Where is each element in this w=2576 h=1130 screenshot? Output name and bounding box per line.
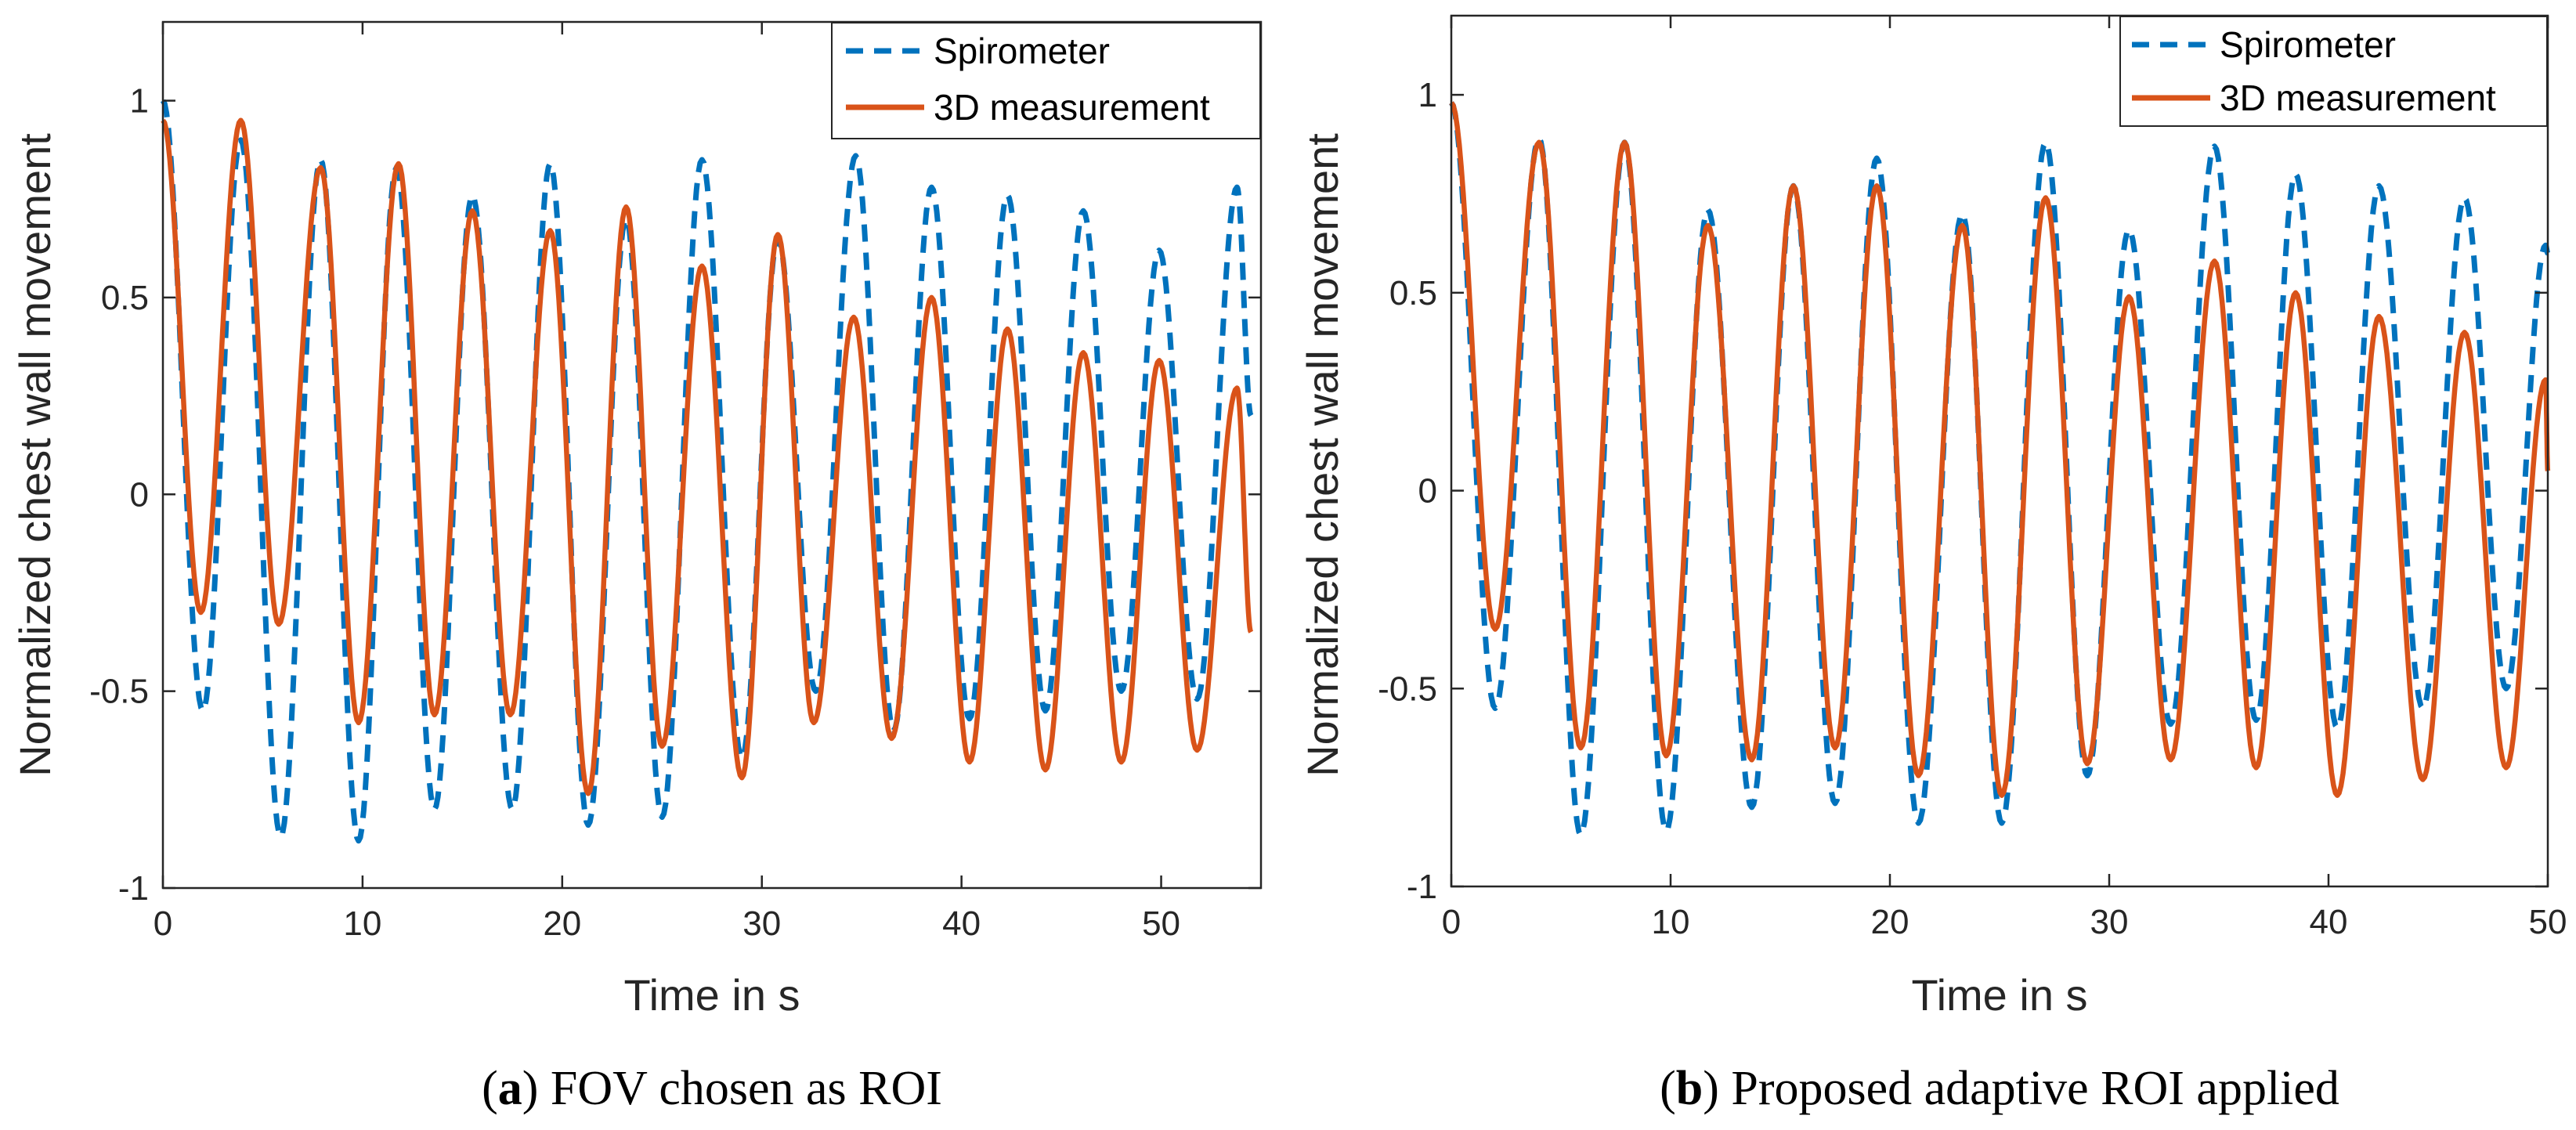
series-layer-b (1449, 101, 2551, 838)
x-tick-label: 40 (942, 904, 981, 943)
caption-text-a: FOV chosen as ROI (551, 1062, 942, 1115)
legend-label-spirometer: Spirometer (934, 31, 1110, 71)
legend: Spirometer 3D measurement (831, 22, 1261, 139)
y-tick-label: 0 (1418, 472, 1437, 511)
series-line-3d-measurement (161, 117, 1254, 796)
x-tick-label: 0 (1442, 903, 1461, 941)
x-tick-label: 50 (1142, 904, 1180, 943)
legend-label-3d-measurement: 3D measurement (2220, 78, 2496, 118)
chart-panel-a: 0 10 20 30 40 50 -1 -0.5 0 0.5 1 Time in… (10, 20, 1263, 1115)
plot-frame-a (161, 20, 1263, 890)
plot-frame-b (1450, 14, 2549, 888)
series-line-spirometer (160, 99, 1254, 844)
y-tick-label: -0.5 (89, 673, 149, 711)
x-tick-label: 30 (742, 904, 781, 943)
y-axis-label: Normalized chest wall movement (10, 133, 60, 777)
series-layer-a (160, 99, 1254, 844)
legend-label-3d-measurement: 3D measurement (934, 87, 1210, 128)
y-tick-label: 0.5 (101, 279, 149, 317)
tick-layer-b (1450, 16, 2549, 888)
caption-b: (b) Proposed adaptive ROI applied (1660, 1062, 2339, 1115)
x-tick-label: 10 (343, 904, 381, 943)
x-tick-label: 40 (2310, 903, 2348, 941)
y-tick-label: -1 (118, 869, 149, 908)
y-tick-label: 1 (1418, 76, 1437, 114)
caption-text-b: Proposed adaptive ROI applied (1731, 1062, 2339, 1115)
y-tick-label: -1 (1407, 868, 1437, 906)
x-tick-label: 20 (543, 904, 581, 943)
x-tick-label: 0 (154, 904, 172, 943)
caption-letter-b: b (1676, 1062, 1703, 1115)
y-tick-label: 0.5 (1389, 274, 1437, 312)
x-tick-label: 30 (2090, 903, 2129, 941)
y-tick-label: 0 (130, 475, 149, 514)
caption-letter-a: a (498, 1062, 522, 1115)
x-tick-label: 50 (2529, 903, 2567, 941)
caption-a: (a) FOV chosen as ROI (482, 1062, 942, 1115)
y-axis-label: Normalized chest wall movement (1298, 133, 1347, 777)
series-line-spirometer (1449, 101, 2551, 838)
x-tick-label: 20 (1871, 903, 1909, 941)
legend-label-spirometer: Spirometer (2220, 24, 2396, 65)
legend-box (2119, 16, 2548, 127)
x-axis-label: Time in s (1911, 970, 2087, 1020)
y-tick-label: 1 (130, 82, 149, 121)
x-tick-label: 10 (1652, 903, 1690, 941)
series-line-3d-measurement (1449, 101, 2551, 798)
legend-box (831, 22, 1261, 139)
legend: Spirometer 3D measurement (2119, 16, 2548, 127)
chart-panel-b: 0 10 20 30 40 50 -1 -0.5 0 0.5 1 Time in… (1298, 14, 2567, 1115)
x-axis-label: Time in s (623, 970, 800, 1020)
y-tick-label: -0.5 (1378, 670, 1437, 708)
